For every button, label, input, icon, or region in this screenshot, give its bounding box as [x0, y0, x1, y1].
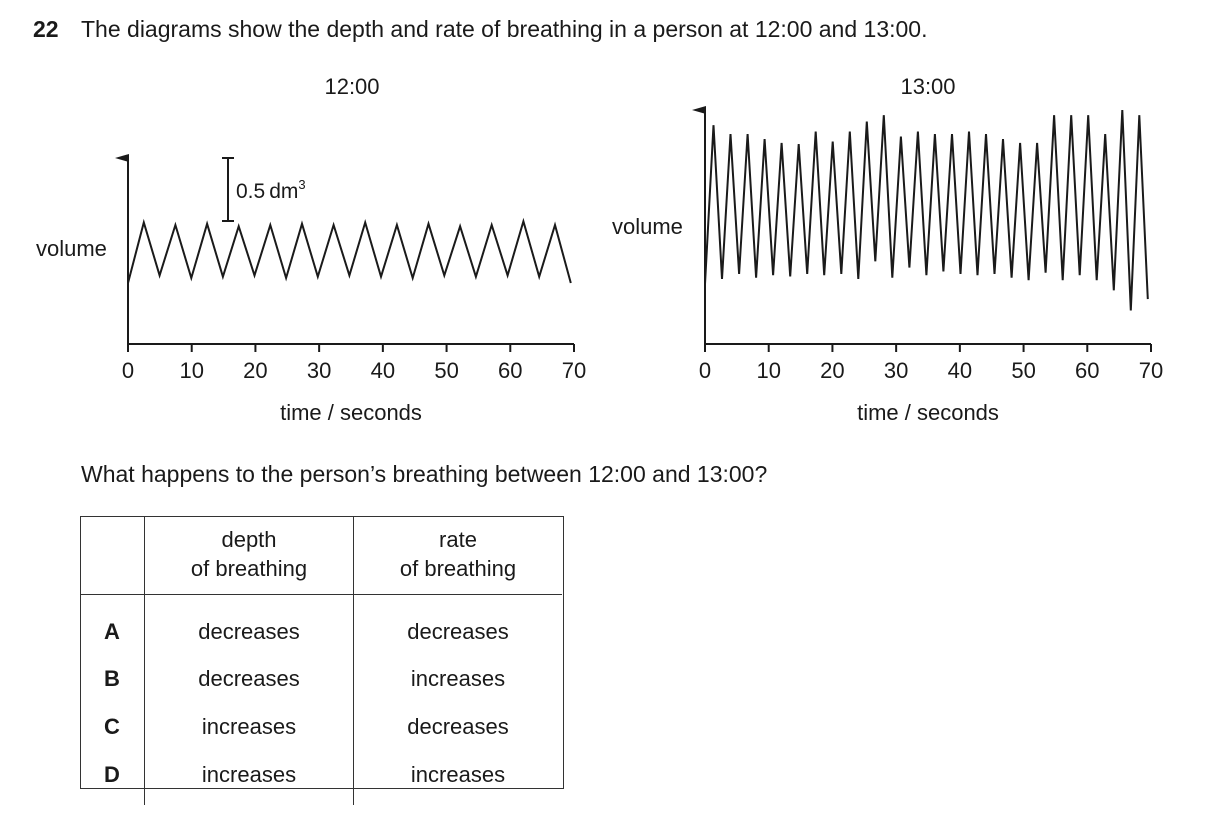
header-rate-line2: of breathing: [399, 556, 517, 581]
x-tick-label: 40: [371, 358, 395, 383]
x-tick-label: 60: [498, 358, 522, 383]
option-row-a[interactable]: A decreases decreases: [80, 594, 562, 655]
graph-1300: 13:00 volume 0 10 20 30 40 50 60 70 time / seco…: [612, 74, 1163, 425]
question-text: The diagrams show the depth and rate of …: [81, 16, 928, 42]
x-tick-label: 40: [948, 358, 972, 383]
graph-1200: 12:00 volume 0 10 20 30 40 50 60 70 time / seco…: [36, 74, 586, 425]
question-prompt: What happens to the person’s breathing b…: [81, 461, 768, 487]
x-tick-label: 60: [1075, 358, 1099, 383]
option-letter: D: [80, 751, 145, 805]
breathing-graphs: 12:00 volume 0 10 20 30 40 50 60 70 time / seco…: [36, 74, 1163, 425]
option-depth: decreases: [144, 655, 354, 703]
option-rate: increases: [410, 666, 506, 691]
option-depth: increases: [144, 703, 354, 751]
x-tick-label: 20: [820, 358, 844, 383]
volume-trace: [127, 217, 572, 284]
question-number: 22: [33, 16, 59, 42]
graph-title: 13:00: [900, 74, 955, 99]
graph-title: 12:00: [324, 74, 379, 99]
header-rate: rate of breathing: [353, 516, 562, 595]
header-cell-empty: [80, 516, 145, 595]
option-rate: increases: [410, 762, 506, 787]
option-row-b[interactable]: B decreases increases: [80, 655, 562, 703]
x-tick-label: 30: [884, 358, 908, 383]
x-tick-label: 0: [699, 358, 711, 383]
x-tick-label: 0: [122, 358, 134, 383]
x-tick-label: 20: [243, 358, 267, 383]
x-axis-label: time / seconds: [857, 400, 999, 425]
answer-table: depth of breathing rate of breathing A d…: [80, 516, 562, 805]
volume-trace: [704, 110, 1149, 311]
option-rate: decreases: [407, 619, 509, 644]
option-letter: B: [80, 655, 145, 703]
x-tick-label: 70: [562, 358, 586, 383]
x-tick-label: 50: [434, 358, 458, 383]
option-row-c[interactable]: C increases decreases: [80, 703, 562, 751]
table-header-row: depth of breathing rate of breathing: [80, 516, 562, 595]
option-depth: increases: [144, 751, 354, 805]
option-letter: C: [80, 703, 145, 751]
option-letter: A: [80, 594, 145, 655]
x-tick-label: 10: [756, 358, 780, 383]
x-tick-label: 10: [179, 358, 203, 383]
option-depth: decreases: [144, 594, 354, 655]
x-ticks: 0 10 20 30 40 50 60 70: [699, 344, 1163, 383]
scale-bar: 0.5 dm3: [222, 157, 306, 222]
x-tick-label: 70: [1139, 358, 1163, 383]
option-rate: decreases: [407, 714, 509, 739]
x-ticks: 0 10 20 30 40 50 60 70: [122, 344, 586, 383]
x-axis-label: time / seconds: [280, 400, 422, 425]
option-row-d[interactable]: D increases increases: [80, 751, 562, 805]
y-axis-label: volume: [612, 214, 683, 239]
header-depth-line1: depth: [221, 527, 277, 553]
scale-bar-label: 0.5 dm3: [236, 177, 306, 203]
header-rate-line1: rate: [439, 527, 477, 553]
x-tick-label: 50: [1011, 358, 1035, 383]
y-axis-label: volume: [36, 236, 107, 261]
x-tick-label: 30: [307, 358, 331, 383]
header-depth-line2: of breathing: [190, 556, 308, 581]
header-depth: depth of breathing: [144, 516, 354, 595]
